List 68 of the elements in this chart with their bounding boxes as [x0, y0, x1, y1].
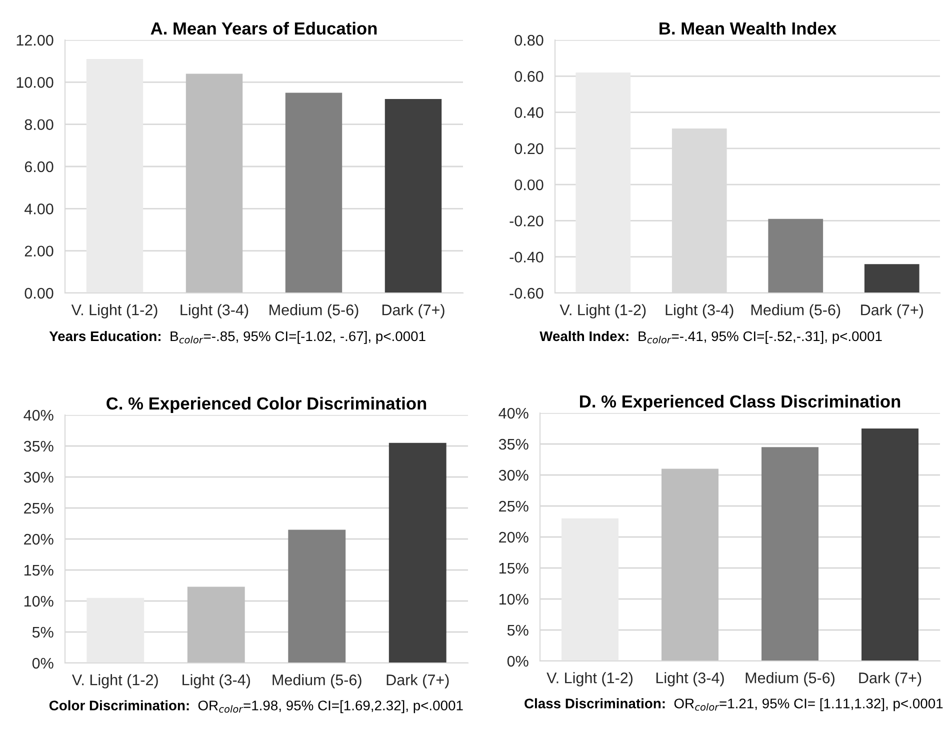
y-tick-label: 5%	[32, 626, 54, 638]
x-tick-label: Medium (5-6)	[751, 304, 840, 318]
x-tick-label: Light (3-4)	[666, 304, 734, 318]
y-tick-label: 6.00	[24, 161, 54, 172]
y-tick-label: -0.40	[510, 252, 544, 263]
y-tick-label: 20%	[24, 534, 54, 545]
y-tick-label: 2.00	[24, 246, 54, 257]
chart-title: B. Mean Wealth Index	[660, 22, 836, 35]
y-tick-label: 0.60	[514, 71, 544, 82]
y-tick-label: 0.20	[514, 143, 544, 154]
x-tick-label: Light (3-4)	[656, 672, 724, 686]
y-tick-label: 15%	[24, 564, 54, 576]
y-tick-label: 10.00	[16, 77, 54, 88]
y-tick-label: 15%	[499, 562, 528, 574]
bar	[576, 72, 631, 293]
x-tick-label: Dark (7+)	[382, 304, 444, 318]
y-tick-label: 35%	[24, 440, 54, 452]
y-tick-label: 30%	[24, 472, 54, 483]
chart-title: D. % Experienced Class Discrimination	[580, 394, 900, 412]
y-tick-label: 40%	[498, 408, 528, 419]
bar	[288, 530, 346, 663]
y-tick-label: 30%	[498, 470, 528, 481]
y-tick-label: 0.40	[514, 107, 544, 118]
text: Years Education: B$_{color}$=-.85, 95% CI=[-1.02, -.67], p<.0001	[49, 330, 426, 344]
y-tick-label: 10%	[24, 596, 54, 607]
bar	[662, 468, 718, 661]
bar	[762, 447, 818, 661]
bar	[768, 218, 824, 293]
y-tick-label: 25%	[24, 502, 54, 514]
y-tick-label: 10%	[499, 594, 528, 605]
x-tick-label: Medium (5-6)	[746, 672, 834, 686]
y-tick-label: 20%	[499, 532, 528, 543]
bar	[864, 264, 920, 293]
y-tick-label: 4.00	[24, 204, 54, 214]
bar	[562, 518, 618, 661]
y-tick-label: 0.80	[514, 34, 544, 46]
y-tick-label: 5%	[507, 624, 528, 636]
x-tick-label: Medium (5-6)	[270, 304, 358, 318]
chart-title: A. Mean Years of Education	[150, 22, 377, 35]
x-tick-label: V. Light (1-2)	[546, 672, 633, 686]
x-tick-label: V. Light (1-2)	[71, 304, 158, 318]
y-tick-label: -0.20	[510, 216, 544, 226]
y-tick-label: 12.00	[16, 34, 54, 46]
y-tick-label: 0%	[507, 656, 528, 667]
x-tick-label: Dark (7+)	[861, 304, 923, 318]
text: Class Discrimination: OR$_{color}$=1.21, 95% CI= [1.11,1.32], p<.0001	[524, 698, 943, 712]
chart-title: C. % Experienced Color Discrimination	[106, 396, 426, 414]
x-tick-label: Light (3-4)	[182, 674, 250, 688]
x-tick-label: Dark (7+)	[386, 674, 449, 688]
y-tick-label: 0%	[32, 658, 54, 669]
bar	[187, 586, 245, 663]
bar	[388, 442, 446, 663]
y-tick-label: 35%	[498, 438, 528, 450]
x-tick-label: Medium (5-6)	[272, 674, 362, 688]
text: Color Discrimination: OR$_{color}$=1.98, 95% CI=[1.69,2.32], p<.0001	[49, 700, 463, 714]
x-tick-label: Light (3-4)	[180, 304, 248, 318]
y-tick-label: 25%	[499, 500, 528, 512]
x-tick-label: Dark (7+)	[859, 672, 922, 686]
y-tick-label: 0.00	[514, 179, 544, 190]
text: Wealth Index: B$_{color}$=-.41, 95% CI=[-.52,-.31], p<.0001	[540, 330, 882, 344]
y-tick-label: 0.00	[24, 288, 54, 299]
bar	[862, 428, 918, 661]
y-tick-label: 8.00	[24, 119, 54, 130]
x-tick-label: V. Light (1-2)	[560, 304, 646, 318]
y-tick-label: 40%	[24, 410, 54, 421]
x-tick-label: V. Light (1-2)	[72, 674, 158, 688]
bar	[86, 598, 144, 663]
y-tick-label: -0.60	[510, 288, 544, 299]
